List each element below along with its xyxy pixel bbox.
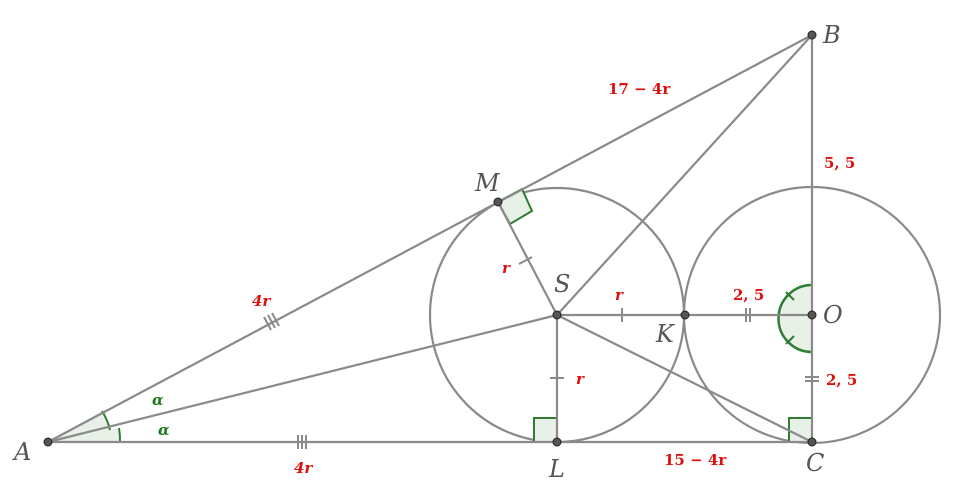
measure-am: 4r <box>252 292 271 310</box>
ticks-triple-al <box>297 435 307 449</box>
angle-o-arc <box>777 283 813 354</box>
angle-label-upper: α <box>152 391 164 409</box>
label-s: S <box>554 270 570 298</box>
label-c: C <box>806 449 824 477</box>
tick-sm <box>518 256 533 265</box>
measure-lc: 15 − 4r <box>664 451 727 469</box>
point-l <box>552 437 562 447</box>
segment-as <box>47 313 558 444</box>
label-k: K <box>655 320 676 348</box>
right-angle-c <box>788 417 813 443</box>
measure-ko: 2, 5 <box>733 286 764 304</box>
ticks-double-oc <box>805 376 819 382</box>
point-m <box>493 197 503 207</box>
point-o <box>807 310 817 320</box>
measure-mb: 17 − 4r <box>608 80 671 98</box>
angle-arc-upper <box>101 410 111 431</box>
measure-bo: 5, 5 <box>824 154 855 172</box>
point-a <box>43 437 53 447</box>
label-m: M <box>474 169 501 197</box>
measure-sl: r <box>576 370 585 388</box>
side-ab <box>47 34 813 443</box>
angle-arc-lower <box>118 427 122 443</box>
angle-o-fill <box>778 285 812 352</box>
measure-oc: 2, 5 <box>826 371 857 389</box>
ticks-double-ko <box>745 308 751 322</box>
angle-o-tick-lower <box>785 335 795 345</box>
measure-sk: r <box>615 286 624 304</box>
label-b: B <box>822 21 841 49</box>
measure-al: 4r <box>294 459 313 477</box>
measure-sm: r <box>502 259 511 277</box>
right-angle-l <box>533 417 558 443</box>
angle-o-tick-upper <box>785 291 795 301</box>
segment-sc <box>556 314 813 443</box>
points <box>43 30 817 447</box>
point-c <box>807 437 817 447</box>
label-o: O <box>823 301 843 329</box>
segment-bs <box>556 34 813 316</box>
angle-label-lower: α <box>158 421 170 439</box>
point-s <box>552 310 562 320</box>
ticks-triple-am <box>263 312 280 331</box>
point-k <box>680 310 690 320</box>
point-b <box>807 30 817 40</box>
label-l: L <box>548 455 565 483</box>
label-a: A <box>12 438 31 466</box>
